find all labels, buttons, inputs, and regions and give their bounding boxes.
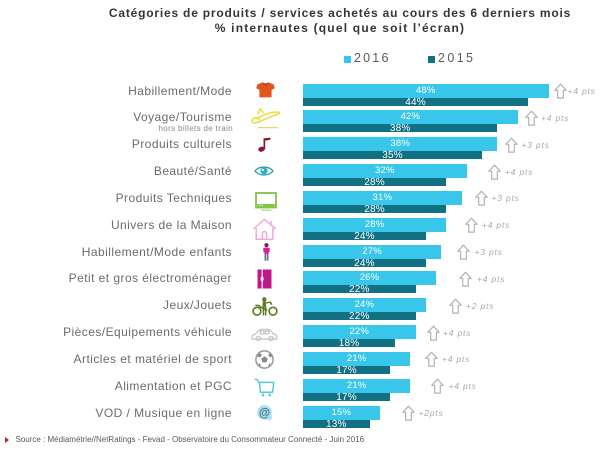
svg-text:@: @ <box>259 407 270 419</box>
